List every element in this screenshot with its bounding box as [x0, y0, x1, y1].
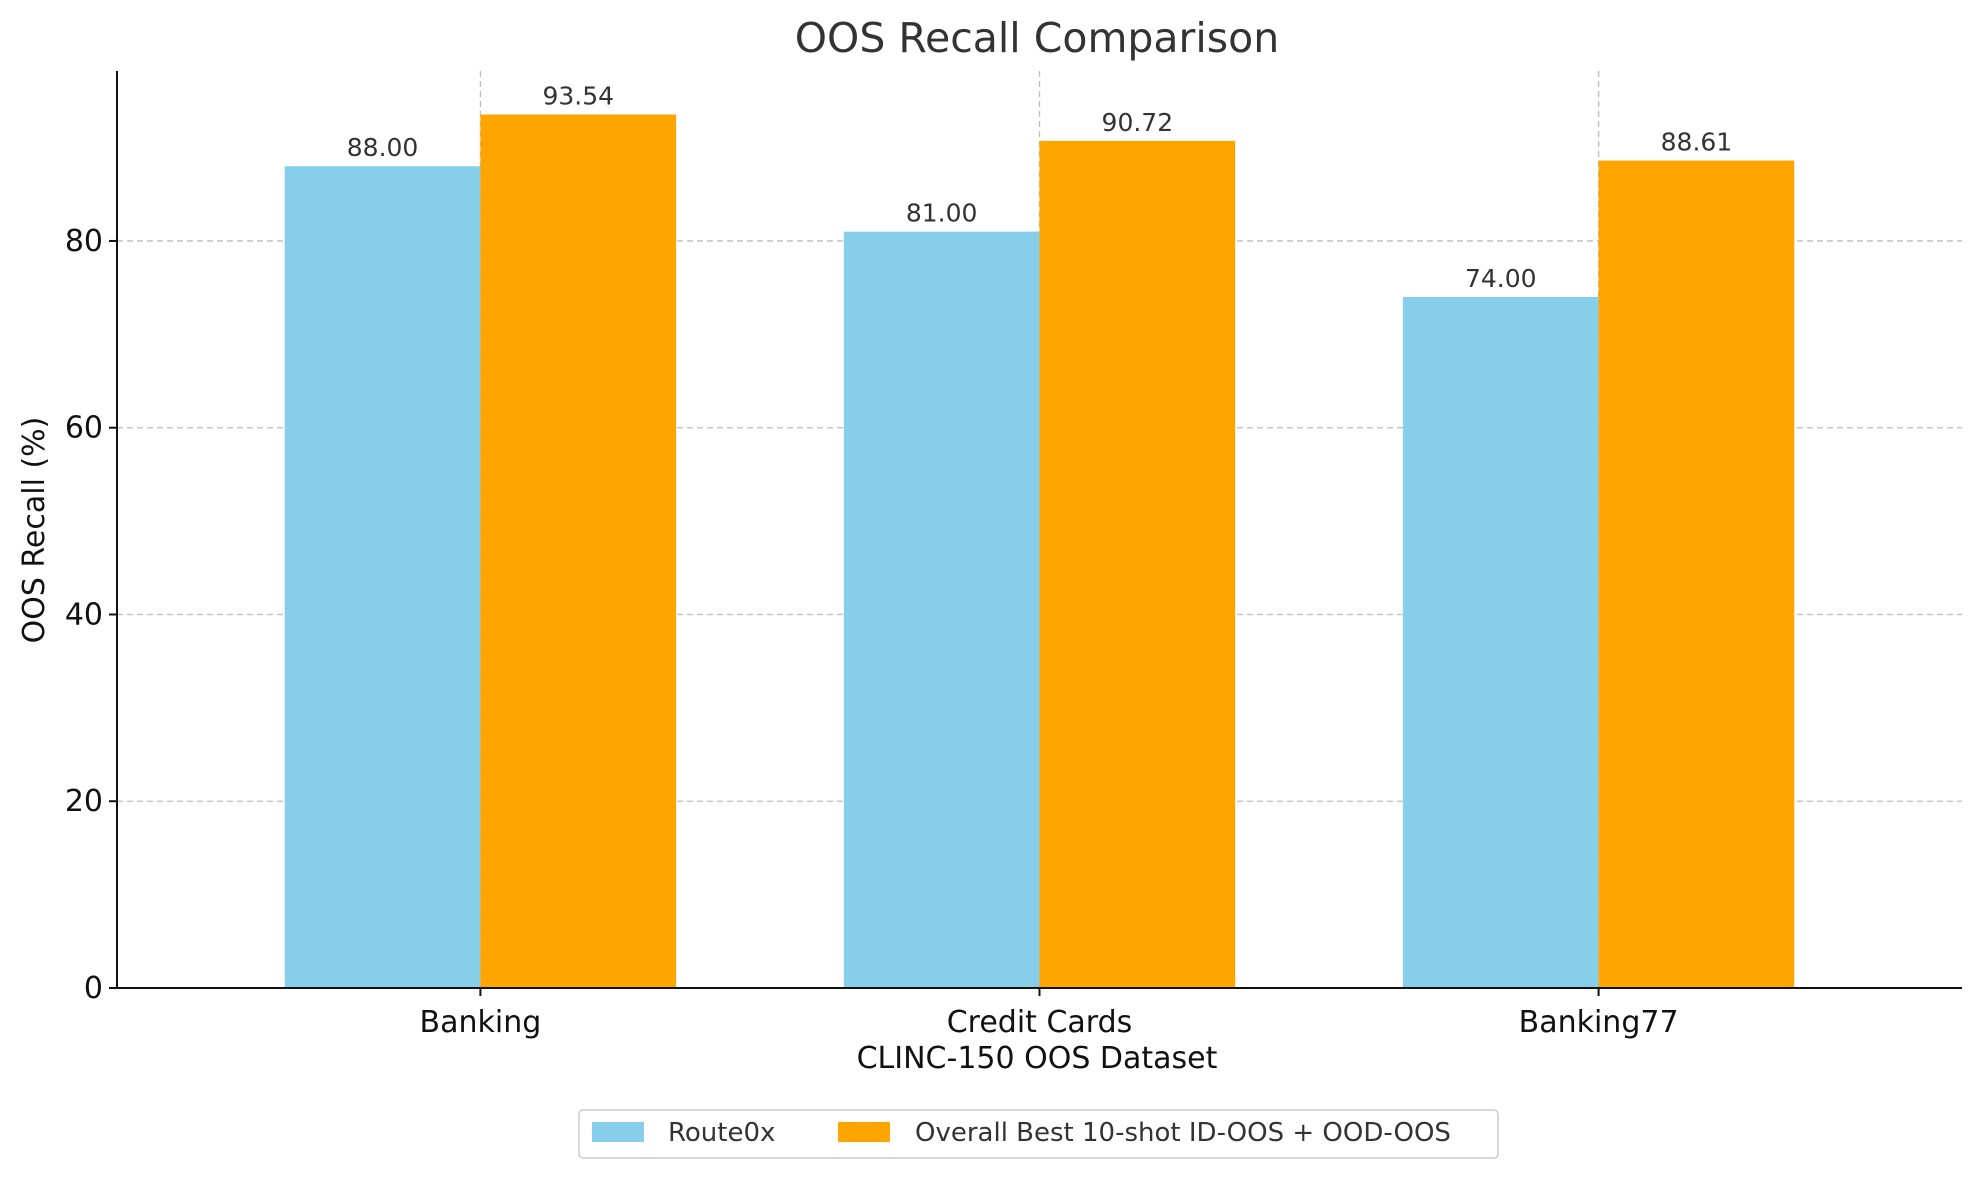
legend-swatch-route0x — [592, 1122, 644, 1142]
y-ticks: 0 20 40 60 80 — [65, 224, 117, 1006]
data-label-overall-best-banking: 93.54 — [542, 82, 614, 111]
bar-route0x-banking77 — [1402, 296, 1599, 988]
data-label-route0x-credit-cards: 81.00 — [906, 199, 978, 228]
y-tick-label-80: 80 — [65, 224, 103, 259]
bar-overall-best-credit-cards — [1039, 140, 1236, 988]
legend-label-overall-best: Overall Best 10-shot ID-OOS + OOD-OOS — [915, 1118, 1451, 1148]
x-tick-label-credit-cards: Credit Cards — [947, 1005, 1133, 1040]
legend-label-route0x: Route0x — [668, 1118, 775, 1148]
x-tick-label-banking: Banking — [420, 1005, 542, 1040]
chart-title: OOS Recall Comparison — [795, 14, 1279, 62]
legend: Route0x Overall Best 10-shot ID-OOS + OO… — [578, 1109, 1499, 1159]
x-axis-label: CLINC-150 OOS Dataset — [857, 1041, 1218, 1076]
y-tick-label-0: 0 — [84, 971, 103, 1006]
legend-frame — [578, 1109, 1499, 1159]
x-tick-label-banking77: Banking77 — [1519, 1005, 1679, 1040]
bar-route0x-credit-cards — [843, 231, 1040, 989]
y-axis-label: OOS Recall (%) — [17, 417, 52, 644]
y-tick-label-60: 60 — [65, 411, 103, 446]
data-label-route0x-banking: 88.00 — [347, 133, 419, 162]
data-label-route0x-banking77: 74.00 — [1465, 264, 1537, 293]
y-tick-label-40: 40 — [65, 597, 103, 632]
data-label-overall-best-banking77: 88.61 — [1661, 128, 1733, 157]
data-labels: 88.00 81.00 74.00 93.54 90.72 88.61 — [347, 82, 1732, 293]
bar-overall-best-banking — [480, 114, 677, 988]
bar-route0x-banking — [284, 166, 481, 988]
y-tick-label-20: 20 — [65, 784, 103, 819]
x-ticks: Banking Credit Cards Banking77 — [420, 988, 1679, 1040]
bar-overall-best-banking77 — [1598, 160, 1795, 988]
data-label-overall-best-credit-cards: 90.72 — [1102, 108, 1174, 137]
bars — [284, 114, 1795, 989]
legend-swatch-overall-best — [838, 1122, 890, 1142]
